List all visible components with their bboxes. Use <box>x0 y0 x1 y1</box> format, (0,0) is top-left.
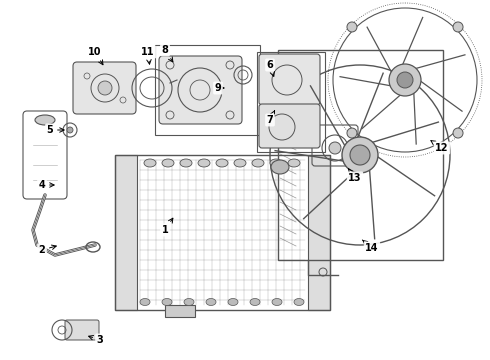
Circle shape <box>329 142 341 154</box>
Circle shape <box>389 64 421 96</box>
Bar <box>308 155 330 310</box>
Text: 3: 3 <box>89 335 103 345</box>
Ellipse shape <box>234 159 246 167</box>
FancyBboxPatch shape <box>159 56 242 124</box>
Text: 1: 1 <box>162 218 173 235</box>
Text: 9: 9 <box>215 83 224 93</box>
Ellipse shape <box>288 159 300 167</box>
Ellipse shape <box>206 298 216 306</box>
Text: 10: 10 <box>88 47 103 65</box>
Circle shape <box>347 22 357 32</box>
Ellipse shape <box>35 115 55 125</box>
FancyBboxPatch shape <box>65 320 99 340</box>
Bar <box>155 45 260 135</box>
Circle shape <box>350 145 370 165</box>
Bar <box>165 305 195 317</box>
Text: 4: 4 <box>39 180 54 190</box>
Circle shape <box>98 81 112 95</box>
Bar <box>115 155 137 310</box>
Bar <box>257 52 325 152</box>
Ellipse shape <box>144 159 156 167</box>
Bar <box>278 50 443 260</box>
Circle shape <box>347 128 357 138</box>
Ellipse shape <box>294 298 304 306</box>
FancyBboxPatch shape <box>259 54 320 105</box>
Ellipse shape <box>271 160 289 174</box>
Text: 13: 13 <box>348 169 362 183</box>
Ellipse shape <box>198 159 210 167</box>
Ellipse shape <box>228 298 238 306</box>
Ellipse shape <box>250 298 260 306</box>
Circle shape <box>342 137 378 173</box>
Circle shape <box>453 22 463 32</box>
Text: 7: 7 <box>267 111 274 125</box>
Text: 12: 12 <box>431 141 449 153</box>
Ellipse shape <box>272 298 282 306</box>
Text: 5: 5 <box>47 125 64 135</box>
Text: 2: 2 <box>39 245 56 255</box>
Ellipse shape <box>140 298 150 306</box>
Text: 11: 11 <box>141 47 155 64</box>
Circle shape <box>453 128 463 138</box>
FancyBboxPatch shape <box>73 62 136 114</box>
Ellipse shape <box>162 159 174 167</box>
Text: 6: 6 <box>267 60 274 76</box>
Circle shape <box>397 72 413 88</box>
Ellipse shape <box>180 159 192 167</box>
Ellipse shape <box>270 159 282 167</box>
FancyBboxPatch shape <box>259 104 320 148</box>
Ellipse shape <box>162 298 172 306</box>
Bar <box>115 155 330 310</box>
Ellipse shape <box>216 159 228 167</box>
Ellipse shape <box>252 159 264 167</box>
Text: 14: 14 <box>362 240 379 253</box>
Ellipse shape <box>184 298 194 306</box>
Text: 8: 8 <box>162 45 173 62</box>
Circle shape <box>67 127 73 133</box>
